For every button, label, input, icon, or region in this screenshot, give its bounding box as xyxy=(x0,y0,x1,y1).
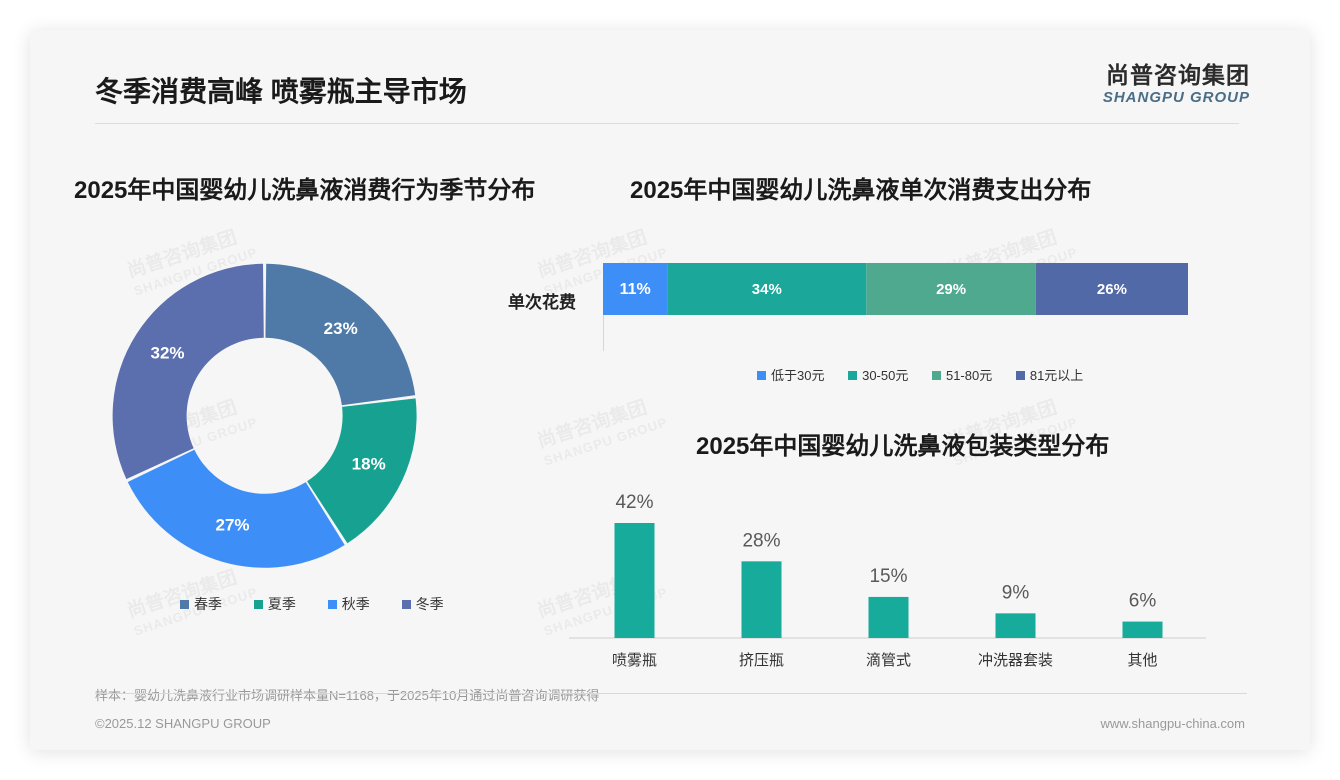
svg-text:6%: 6% xyxy=(1129,591,1157,612)
svg-text:28%: 28% xyxy=(742,530,780,551)
svg-text:其他: 其他 xyxy=(1127,652,1157,669)
svg-text:15%: 15% xyxy=(869,566,907,587)
svg-text:42%: 42% xyxy=(615,492,653,513)
svg-text:9%: 9% xyxy=(1002,582,1030,603)
svg-text:滴管式: 滴管式 xyxy=(866,651,911,669)
svg-text:挤压瓶: 挤压瓶 xyxy=(739,652,784,669)
svg-text:喷雾瓶: 喷雾瓶 xyxy=(612,652,657,669)
svg-text:冲洗器套装: 冲洗器套装 xyxy=(978,652,1053,669)
